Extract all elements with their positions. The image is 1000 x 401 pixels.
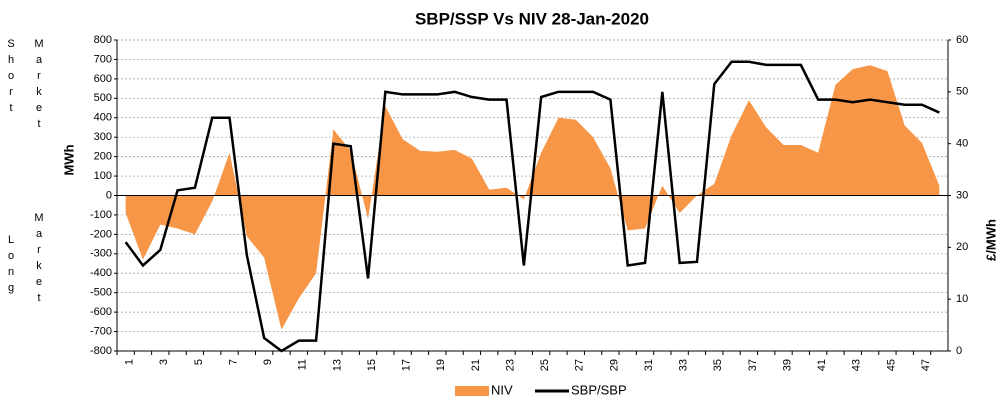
y-tick-label: 200 <box>94 151 112 163</box>
y-tick-label: 600 <box>94 73 112 85</box>
annotation: Market <box>33 212 45 308</box>
y2-tick-label: 0 <box>956 345 962 357</box>
x-tick-label: 35 <box>712 359 724 371</box>
annotation: Short <box>5 38 17 118</box>
y-tick-label: 300 <box>94 131 112 143</box>
y2-tick-label: 40 <box>956 138 968 150</box>
y-tick-label: -600 <box>90 306 112 318</box>
y-axis-label: MWh <box>61 144 76 175</box>
y-tick-label: 400 <box>94 112 112 124</box>
legend-label: NIV <box>491 382 513 397</box>
y-tick-label: 700 <box>94 53 112 65</box>
y-tick-label: 500 <box>94 92 112 104</box>
x-tick-label: 9 <box>262 359 274 365</box>
x-tick-label: 29 <box>608 359 620 371</box>
y2-tick-label: 60 <box>956 34 968 46</box>
y-tick-label: -100 <box>90 209 112 221</box>
y-tick-label: -400 <box>90 267 112 279</box>
x-tick-label: 21 <box>470 359 482 371</box>
legend-swatch <box>455 386 489 396</box>
x-tick-label: 27 <box>574 359 586 371</box>
x-tick-label: 3 <box>158 359 170 365</box>
area <box>125 65 940 330</box>
line <box>124 60 940 353</box>
y-tick-label: -300 <box>90 248 112 260</box>
x-tick-label: 41 <box>816 359 828 371</box>
x-tick-label: 47 <box>920 359 932 371</box>
legend-label: SBP/SBP <box>571 382 627 397</box>
x-tick-label: 19 <box>435 359 447 371</box>
x-tick-label: 39 <box>781 359 793 371</box>
annotation: Market <box>33 38 45 134</box>
chart-title: SBP/SSP Vs NIV 28-Jan-2020 <box>415 9 649 28</box>
y2-tick-label: 30 <box>956 189 968 201</box>
y2-tick-label: 20 <box>956 241 968 253</box>
y2-tick-label: 50 <box>956 86 968 98</box>
annotation: Long <box>5 234 17 298</box>
x-tick-label: 11 <box>297 359 309 370</box>
y-tick-label: -800 <box>90 345 112 357</box>
x-tick-label: 43 <box>851 359 863 371</box>
x-tick-label: 17 <box>401 359 413 371</box>
y-tick-label: -700 <box>90 325 112 337</box>
x-tick-label: 7 <box>227 359 239 365</box>
x-tick-label: 23 <box>504 359 516 371</box>
y-tick-label: 800 <box>94 34 112 46</box>
x-tick-label: 1 <box>124 359 136 365</box>
y-tick-label: 0 <box>106 189 112 201</box>
x-tick-label: 37 <box>747 359 759 371</box>
x-tick-label: 13 <box>331 359 343 371</box>
y-tick-label: -200 <box>90 228 112 240</box>
x-tick-label: 15 <box>366 359 378 371</box>
y2-tick-label: 10 <box>956 293 968 305</box>
y-tick-label: -500 <box>90 287 112 299</box>
x-tick-label: 25 <box>539 359 551 371</box>
y-tick-label: 100 <box>94 170 112 182</box>
y2-axis-label: £/MWh <box>983 219 998 261</box>
x-tick-label: 5 <box>193 359 205 365</box>
x-tick-label: 31 <box>643 359 655 371</box>
x-tick-label: 33 <box>678 359 690 371</box>
x-tick-label: 45 <box>885 359 897 371</box>
